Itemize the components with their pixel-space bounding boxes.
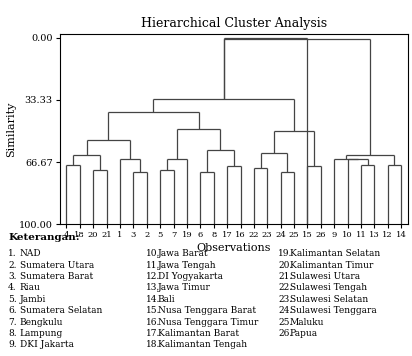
Text: 15.: 15. xyxy=(146,306,161,315)
Text: 14.: 14. xyxy=(146,295,161,304)
Text: 10.: 10. xyxy=(146,249,161,258)
Text: Jambi: Jambi xyxy=(20,295,46,304)
Text: 24.: 24. xyxy=(278,306,293,315)
Title: Hierarchical Cluster Analysis: Hierarchical Cluster Analysis xyxy=(141,17,327,30)
Text: Nusa Tenggara Barat: Nusa Tenggara Barat xyxy=(158,306,256,315)
Text: Jawa Tengah: Jawa Tengah xyxy=(158,261,216,269)
Text: 7.: 7. xyxy=(8,318,17,326)
Text: Kalimantan Barat: Kalimantan Barat xyxy=(158,329,239,338)
Text: DKI Jakarta: DKI Jakarta xyxy=(20,340,74,349)
Text: Papua: Papua xyxy=(290,329,318,338)
Text: Sumatera Barat: Sumatera Barat xyxy=(20,272,93,281)
Text: 4.: 4. xyxy=(8,283,17,292)
Text: 22.: 22. xyxy=(278,283,292,292)
Text: 9.: 9. xyxy=(8,340,17,349)
Text: 5.: 5. xyxy=(8,295,17,304)
Text: 8.: 8. xyxy=(8,329,17,338)
Text: Riau: Riau xyxy=(20,283,41,292)
Text: NAD: NAD xyxy=(20,249,41,258)
Text: Sulawesi Tenggara: Sulawesi Tenggara xyxy=(290,306,377,315)
Text: 25.: 25. xyxy=(278,318,293,326)
Text: Sumatera Selatan: Sumatera Selatan xyxy=(20,306,102,315)
Text: 13.: 13. xyxy=(146,283,161,292)
Text: 18.: 18. xyxy=(146,340,161,349)
Text: Jawa Timur: Jawa Timur xyxy=(158,283,211,292)
Text: 16.: 16. xyxy=(146,318,161,326)
X-axis label: Observations: Observations xyxy=(197,244,271,253)
Text: Sumatera Utara: Sumatera Utara xyxy=(20,261,94,269)
Text: Kalimantan Timur: Kalimantan Timur xyxy=(290,261,373,269)
Text: Nusa Tenggara Timur: Nusa Tenggara Timur xyxy=(158,318,258,326)
Text: 6.: 6. xyxy=(8,306,17,315)
Text: Jawa Barat: Jawa Barat xyxy=(158,249,208,258)
Text: Sulawesi Selatan: Sulawesi Selatan xyxy=(290,295,368,304)
Text: Sulawesi Tengah: Sulawesi Tengah xyxy=(290,283,367,292)
Text: 21.: 21. xyxy=(278,272,293,281)
Text: 3.: 3. xyxy=(8,272,17,281)
Text: 2.: 2. xyxy=(8,261,17,269)
Text: 1.: 1. xyxy=(8,249,17,258)
Text: 26.: 26. xyxy=(278,329,293,338)
Y-axis label: Similarity: Similarity xyxy=(6,101,16,157)
Text: 12.: 12. xyxy=(146,272,161,281)
Text: Bali: Bali xyxy=(158,295,176,304)
Text: 19.: 19. xyxy=(278,249,293,258)
Text: Maluku: Maluku xyxy=(290,318,324,326)
Text: 17.: 17. xyxy=(146,329,161,338)
Text: Lampung: Lampung xyxy=(20,329,63,338)
Text: 20.: 20. xyxy=(278,261,293,269)
Text: 11.: 11. xyxy=(146,261,161,269)
Text: Kalimantan Tengah: Kalimantan Tengah xyxy=(158,340,247,349)
Text: Kalimantan Selatan: Kalimantan Selatan xyxy=(290,249,380,258)
Text: Keterangan:: Keterangan: xyxy=(8,233,80,242)
Text: Bengkulu: Bengkulu xyxy=(20,318,63,326)
Text: Sulawesi Utara: Sulawesi Utara xyxy=(290,272,360,281)
Text: 23.: 23. xyxy=(278,295,292,304)
Text: DI Yogyakarta: DI Yogyakarta xyxy=(158,272,223,281)
